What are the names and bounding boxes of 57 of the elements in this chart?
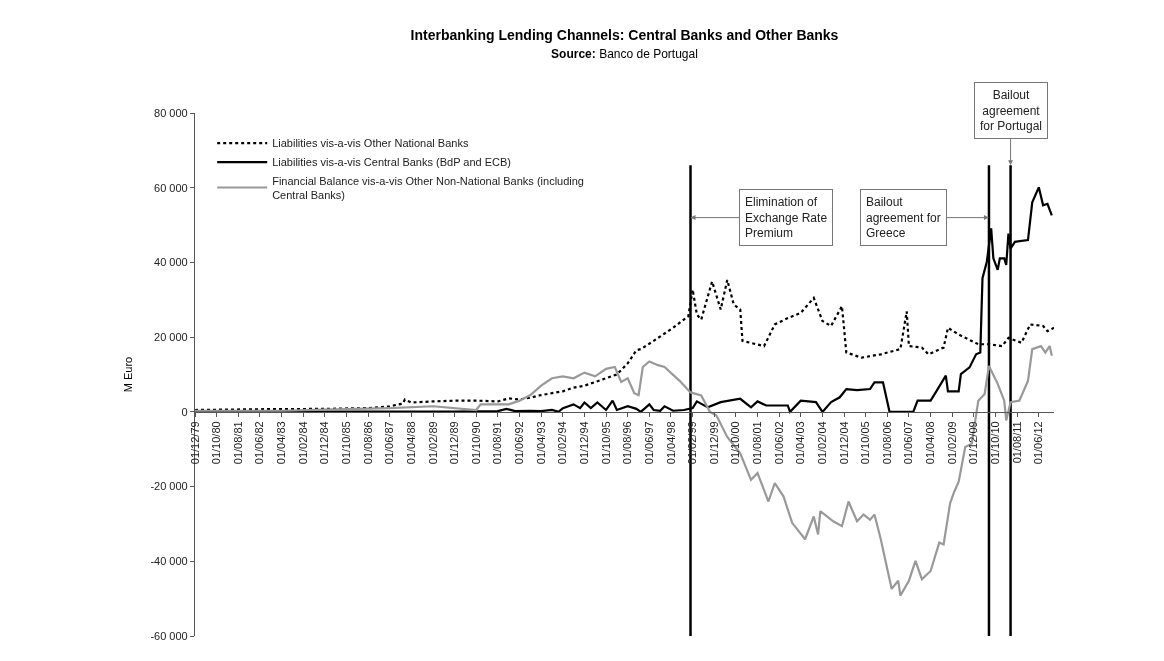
x-tick-label: 01/04/03: [794, 421, 807, 465]
ref-line-label: Elimination of Exchange Rate Premium: [745, 195, 828, 241]
y-tick-label: 60 000: [154, 181, 188, 194]
x-tick-label: 01/10/85: [340, 421, 353, 465]
y-tick-label: 20 000: [154, 330, 188, 343]
legend-label: Financial Balance vis-a-vis Other Non-National Banks (including Central Banks): [272, 174, 584, 201]
ref-line-label: Bailout agreement for Greece: [866, 195, 941, 241]
x-tick-label: 01/02/99: [686, 421, 699, 465]
x-tick-label: 01/04/08: [924, 421, 937, 465]
y-tick-label: 0: [181, 405, 188, 418]
x-tick-label: 01/10/95: [599, 421, 612, 465]
x-tick-label: 01/08/86: [361, 421, 374, 465]
x-tick-label: 01/08/01: [751, 421, 764, 465]
x-tick-label: 01/06/07: [902, 421, 915, 465]
y-tick-label: -20 000: [150, 480, 188, 493]
x-tick-label: 01/06/12: [1032, 421, 1045, 465]
x-tick-label: 01/08/11: [1010, 421, 1023, 464]
legend-label: Liabilities vis-a-vis Other National Banks: [272, 137, 469, 150]
x-tick-label: 01/04/88: [404, 421, 417, 465]
x-tick-label: 01/02/89: [426, 421, 439, 465]
x-tick-label: 01/06/82: [253, 421, 266, 465]
x-tick-label: 01/10/80: [210, 421, 223, 465]
x-tick-label: 01/08/81: [231, 421, 244, 465]
x-tick-label: 01/08/96: [621, 421, 634, 465]
x-tick-label: 01/10/00: [729, 421, 742, 465]
x-tick-label: 01/08/91: [491, 421, 504, 465]
x-tick-label: 01/04/93: [534, 421, 547, 465]
x-tick-label: 01/12/79: [188, 421, 201, 465]
x-tick-label: 01/06/87: [383, 421, 396, 465]
x-tick-label: 01/10/90: [469, 421, 482, 465]
x-tick-label: 01/10/05: [859, 421, 872, 465]
y-axis-title: M Euro: [122, 356, 135, 393]
x-tick-label: 01/12/84: [318, 421, 331, 465]
x-tick-label: 01/12/99: [707, 421, 720, 465]
x-tick-label: 01/02/04: [816, 421, 829, 465]
x-tick-label: 01/04/83: [275, 421, 288, 465]
x-tick-label: 01/02/09: [945, 421, 958, 465]
x-tick-label: 01/06/02: [772, 421, 785, 465]
y-tick-label: -40 000: [150, 555, 188, 568]
legend-label: Liabilities vis-a-vis Central Banks (BdP and ECB): [272, 156, 512, 169]
x-tick-label: 01/10/10: [989, 421, 1002, 465]
x-tick-label: 01/04/98: [664, 421, 677, 465]
chart-subtitle: Source: Banco de Portugal: [551, 46, 698, 61]
ref-line-label: Bailout agreement for Portugal: [980, 88, 1043, 134]
x-tick-label: 01/02/94: [556, 421, 569, 465]
x-tick-label: 01/12/04: [837, 421, 850, 465]
y-tick-label: 80 000: [154, 106, 188, 119]
x-tick-label: 01/06/92: [513, 421, 526, 465]
x-tick-label: 01/02/84: [296, 421, 309, 465]
x-tick-label: 01/06/97: [642, 421, 655, 465]
x-tick-label: 01/12/94: [578, 421, 591, 465]
x-tick-label: 01/12/09: [967, 421, 980, 465]
y-tick-label: 40 000: [154, 256, 188, 269]
x-tick-label: 01/08/06: [880, 421, 893, 465]
chart-title: Interbanking Lending Channels: Central Banks and Other Banks: [410, 26, 839, 43]
y-tick-label: -60 000: [150, 629, 188, 642]
x-tick-label: 01/12/89: [448, 421, 461, 465]
